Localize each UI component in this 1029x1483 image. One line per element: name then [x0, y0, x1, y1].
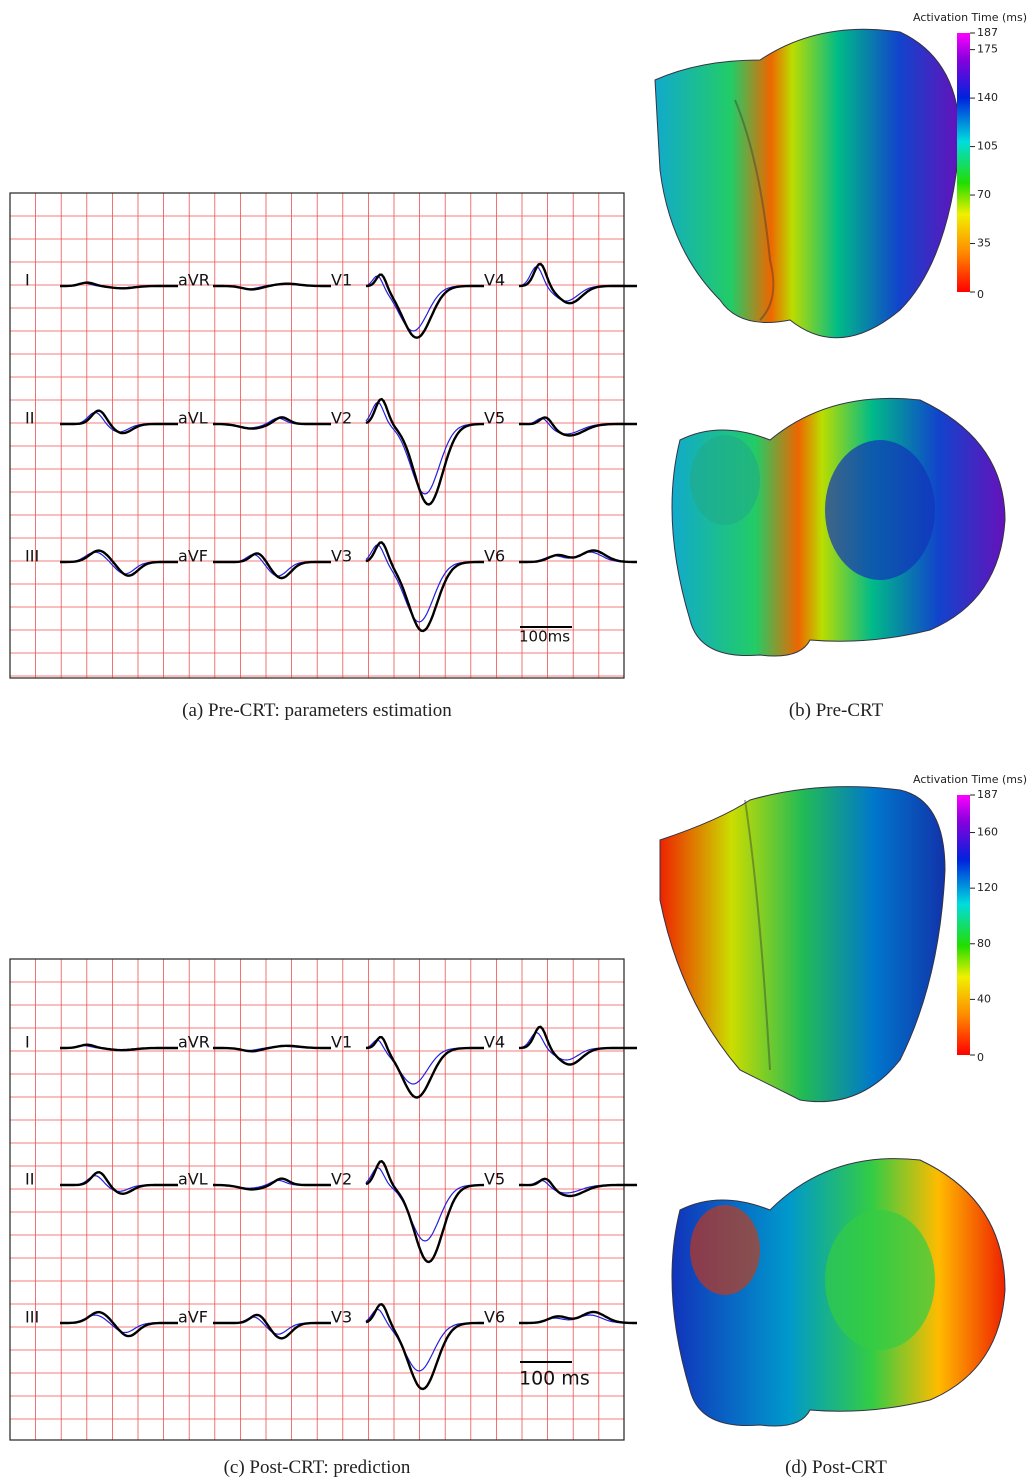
ecg-trace [60, 1170, 178, 1196]
colorbar-tick-label: 140 [977, 91, 998, 104]
ecg-trace [365, 1166, 484, 1242]
ecg-trace [213, 1044, 331, 1053]
heart-2 [671, 397, 1006, 657]
lead-label: V3 [331, 547, 352, 566]
colorbar-tick-label: 80 [977, 937, 991, 950]
lead-label: V6 [484, 1308, 505, 1327]
lead-label: I [25, 271, 30, 290]
ecg-trace [365, 1039, 484, 1085]
ecg-trace [365, 544, 484, 623]
lead-label: V4 [484, 1033, 505, 1052]
lead-label: II [25, 1170, 34, 1189]
ecg-trace [365, 273, 484, 339]
lead-label: aVL [178, 409, 208, 428]
ecg-trace [213, 1177, 331, 1191]
ecg-trace [519, 1310, 637, 1325]
ecg-trace [518, 262, 637, 305]
ecg-trace [60, 409, 178, 435]
ecg-trace [365, 1036, 484, 1099]
scale-bar-label: 100 ms [519, 1368, 590, 1390]
ecg-trace [518, 1025, 637, 1066]
lead-label: V6 [484, 547, 505, 566]
lead-label: V1 [331, 1033, 352, 1052]
ecg-trace [518, 1031, 637, 1061]
lead-label: V2 [331, 409, 352, 428]
lead-label: III [25, 547, 39, 566]
heart-3 [659, 786, 946, 1103]
ecg-trace [365, 275, 484, 332]
lead-label: II [25, 409, 34, 428]
ecg-trace [60, 411, 178, 433]
lead-label: I [25, 1033, 30, 1052]
colorbar-tick-label: 105 [977, 140, 998, 153]
ecg-trace [365, 541, 484, 633]
ecg-trace [365, 401, 484, 495]
caption: (b) Pre-CRT [789, 700, 884, 721]
ecg-trace [519, 416, 637, 437]
lead-label: aVR [178, 271, 210, 290]
colorbar [957, 33, 970, 292]
ecg-frame [9, 958, 625, 1441]
caption: (d) Post-CRT [785, 1457, 887, 1478]
ecg-trace [60, 549, 178, 577]
colorbar-tick-label: 187 [977, 788, 998, 801]
ecg-trace [213, 416, 331, 430]
colorbar-tick-label: 0 [977, 1051, 984, 1064]
scale-bar-label: 100ms [519, 628, 570, 646]
lead-label: V1 [331, 271, 352, 290]
ecg-trace [519, 549, 637, 564]
caption: (a) Pre-CRT: parameters estimation [182, 700, 452, 721]
lead-label: V5 [484, 409, 505, 428]
ecg-trace [213, 1313, 331, 1340]
colorbar-tick-label: 120 [977, 881, 998, 894]
ecg-trace [60, 281, 178, 290]
lead-label: V2 [331, 1170, 352, 1189]
ecg-trace [60, 1043, 178, 1052]
caption: (c) Post-CRT: prediction [224, 1457, 411, 1478]
lead-label: aVL [178, 1170, 208, 1189]
ecg-trace [213, 282, 331, 291]
heart-4 [671, 1158, 1006, 1427]
ecg-trace [365, 1159, 485, 1264]
ecg-trace [519, 1177, 637, 1198]
colorbar-tick-label: 40 [977, 992, 991, 1005]
heart-1 [654, 28, 961, 339]
lead-label: aVR [178, 1033, 210, 1052]
ecg-trace [518, 266, 637, 302]
lead-label: aVF [178, 547, 208, 566]
colorbar [957, 795, 970, 1055]
lead-label: V3 [331, 1308, 352, 1327]
lead-label: V4 [484, 271, 505, 290]
ecg-trace [213, 552, 331, 580]
colorbar-tick-label: 0 [977, 288, 984, 301]
lead-label: V5 [484, 1170, 505, 1189]
lead-label: aVF [178, 1308, 208, 1327]
ecg-trace [518, 417, 637, 435]
ecg-trace [365, 397, 485, 506]
ecg-trace [365, 1308, 484, 1372]
colorbar-tick-label: 35 [977, 237, 991, 250]
ecg-trace [365, 1303, 484, 1391]
colorbar-title: Activation Time (ms) [913, 773, 1027, 786]
colorbar-title: Activation Time (ms) [913, 11, 1027, 24]
ecg-frame [9, 192, 625, 679]
colorbar-tick-label: 160 [977, 826, 998, 839]
lead-label: III [25, 1308, 39, 1327]
colorbar-tick-label: 70 [977, 188, 991, 201]
ecg-trace [60, 1310, 178, 1338]
colorbar-tick-label: 187 [977, 26, 998, 39]
ecg-trace [213, 553, 331, 577]
colorbar-tick-label: 175 [977, 43, 998, 56]
